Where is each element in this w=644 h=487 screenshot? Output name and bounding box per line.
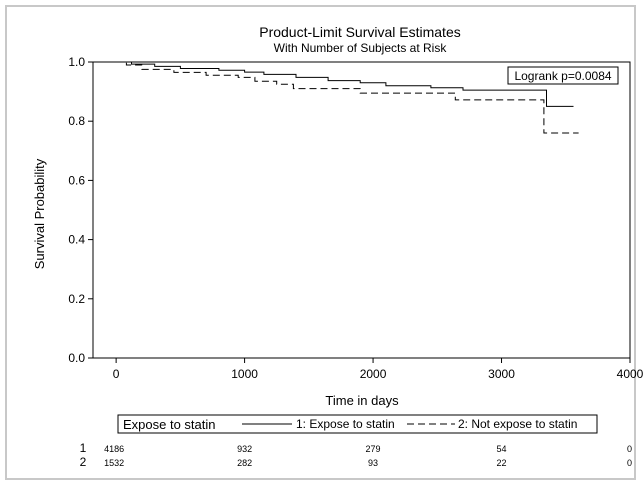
y-tick-label: 0.0 bbox=[68, 351, 85, 365]
legend-entry-1: 1: Expose to statin bbox=[296, 417, 395, 431]
x-tick-label: 1000 bbox=[231, 367, 258, 381]
x-tick-label: 4000 bbox=[617, 367, 644, 381]
legend-frame bbox=[117, 414, 598, 434]
at-risk-count: 932 bbox=[237, 444, 252, 454]
y-tick-label: 1.0 bbox=[68, 55, 85, 69]
at-risk-row-label: 1 bbox=[80, 441, 87, 455]
at-risk-count: 54 bbox=[497, 444, 507, 454]
y-tick-label: 0.4 bbox=[68, 233, 85, 247]
legend-entry-2: 2: Not expose to statin bbox=[458, 417, 577, 431]
chart-subtitle: With Number of Subjects at Risk bbox=[274, 41, 448, 55]
at-risk-count: 22 bbox=[497, 458, 507, 468]
at-risk-row-label: 2 bbox=[80, 455, 87, 469]
annotation-frame bbox=[507, 66, 619, 85]
survival-curve-2 bbox=[116, 61, 579, 134]
plot-area-frame bbox=[92, 61, 631, 359]
chart-title: Product-Limit Survival Estimates bbox=[259, 24, 461, 40]
at-risk-count: 1532 bbox=[104, 458, 124, 468]
at-risk-count: 0 bbox=[627, 458, 632, 468]
legend: Expose to statin 1: Expose to statin 2: … bbox=[117, 414, 598, 434]
y-tick-label: 0.2 bbox=[68, 292, 85, 306]
y-tick-label: 0.6 bbox=[68, 173, 85, 187]
at-risk-count: 93 bbox=[368, 458, 378, 468]
at-risk-count: 0 bbox=[627, 444, 632, 454]
y-axis-label: Survival Probability bbox=[32, 158, 47, 269]
x-tick-label: 0 bbox=[113, 367, 120, 381]
x-tick-label: 2000 bbox=[360, 367, 387, 381]
annotation-box: Logrank p=0.0084 bbox=[507, 66, 619, 85]
at-risk-count: 279 bbox=[366, 444, 381, 454]
x-tick-label: 3000 bbox=[488, 367, 515, 381]
at-risk-count: 4186 bbox=[104, 444, 124, 454]
y-tick-label: 0.8 bbox=[68, 114, 85, 128]
legend-title: Expose to statin bbox=[123, 417, 216, 432]
x-axis-label: Time in days bbox=[325, 393, 399, 408]
logrank-annotation: Logrank p=0.0084 bbox=[514, 69, 611, 83]
survival-curve-1 bbox=[116, 61, 574, 107]
at-risk-count: 282 bbox=[237, 458, 252, 468]
